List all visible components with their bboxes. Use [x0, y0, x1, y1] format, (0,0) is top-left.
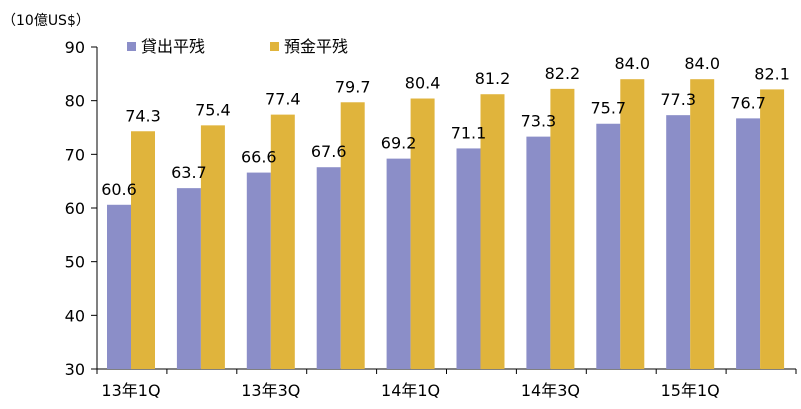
x-axis: 13年1Q 13年3Q 14年1Q 14年3Q 15年1Q — [96, 368, 797, 400]
bar-deposits — [760, 89, 785, 369]
data-label: 67.6 — [311, 142, 347, 161]
data-label: 75.7 — [590, 99, 626, 118]
data-label: 81.2 — [475, 69, 511, 88]
x-tick-label: 13年3Q — [241, 381, 300, 400]
bar-deposits — [550, 88, 575, 370]
y-tick-label: 30 — [65, 360, 85, 379]
legend-swatch-deposits — [270, 42, 279, 51]
bar-loans — [176, 188, 201, 369]
x-tick-label: 14年1Q — [381, 381, 440, 400]
bar-loans — [666, 115, 691, 369]
data-label: 75.4 — [195, 100, 231, 119]
bar-deposits — [131, 131, 155, 369]
bar-loans — [107, 204, 131, 369]
bar-series — [107, 79, 785, 370]
data-label: 84.0 — [684, 54, 720, 73]
y-tick-label: 50 — [65, 253, 85, 272]
bar-loans — [246, 172, 271, 369]
y-axis: 30 40 50 60 70 80 90 — [65, 38, 98, 379]
bar-deposits — [480, 94, 505, 369]
data-labels: 60.6 74.3 63.7 75.4 66.6 77.4 67.6 79.7 69.2 80.4… — [101, 54, 790, 199]
y-tick-label: 80 — [65, 92, 85, 111]
bar-deposits — [340, 102, 365, 369]
bar-loans — [316, 167, 341, 369]
legend: 貸出平残 預金平残 — [127, 37, 348, 56]
data-label: 63.7 — [171, 163, 207, 182]
bar-loans — [736, 118, 761, 369]
data-label: 82.1 — [754, 64, 790, 83]
x-tick-label: 14年3Q — [521, 381, 580, 400]
data-label: 82.2 — [545, 64, 581, 83]
legend-swatch-loans — [127, 42, 136, 51]
data-label: 60.6 — [101, 180, 137, 199]
data-label: 66.6 — [241, 148, 277, 167]
bar-loans — [386, 158, 411, 369]
data-label: 77.3 — [660, 90, 696, 109]
data-label: 76.7 — [730, 93, 766, 112]
legend-label-deposits: 預金平残 — [284, 37, 348, 56]
bar-loans — [526, 136, 551, 369]
bar-deposits — [270, 114, 295, 370]
y-tick-label: 60 — [65, 199, 85, 218]
data-label: 73.3 — [521, 112, 557, 131]
y-tick-label: 40 — [65, 306, 85, 325]
data-label: 71.1 — [451, 123, 487, 142]
data-label: 74.3 — [125, 106, 161, 125]
data-label: 77.4 — [265, 90, 301, 109]
bar-deposits — [690, 79, 715, 369]
data-label: 79.7 — [335, 77, 371, 96]
y-tick-label: 70 — [65, 145, 85, 164]
y-tick-label: 90 — [65, 38, 85, 57]
bar-deposits — [200, 125, 225, 369]
x-tick-label: 15年1Q — [661, 381, 720, 400]
data-label: 80.4 — [405, 74, 441, 93]
bar-loans — [596, 123, 621, 369]
bar-deposits — [410, 98, 435, 370]
bar-deposits — [620, 79, 645, 369]
x-tick-label: 13年1Q — [101, 381, 160, 400]
bar-loans — [456, 148, 481, 369]
legend-label-loans: 貸出平残 — [141, 37, 205, 56]
unit-label: （10億US$） — [2, 13, 90, 29]
data-label: 84.0 — [614, 54, 650, 73]
data-label: 69.2 — [381, 134, 417, 153]
